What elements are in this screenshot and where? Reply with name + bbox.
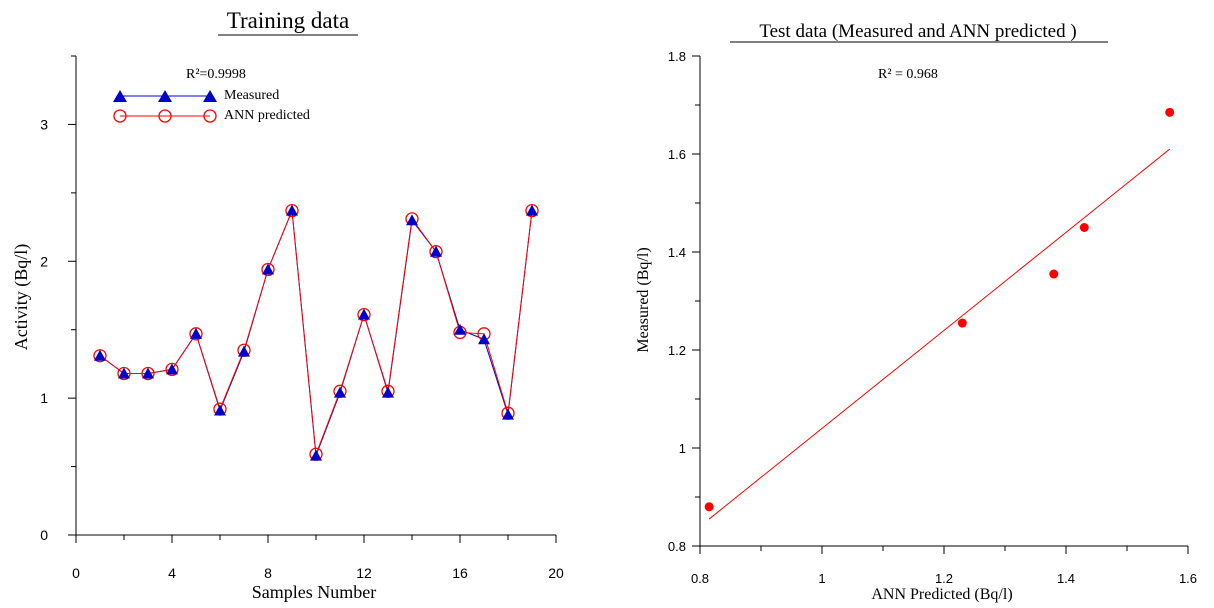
- ann-predicted-series-line: [99, 210, 533, 455]
- x-tick-label: 16: [452, 565, 468, 581]
- y-tick-label: 2: [40, 253, 48, 269]
- measured-point: [190, 327, 202, 339]
- test-chart-r-squared: R² = 0.968: [878, 67, 938, 82]
- y-tick-label: 1.8: [668, 49, 686, 64]
- y-tick-label: 1.2: [668, 343, 686, 358]
- x-tick-label: 12: [356, 565, 372, 581]
- y-tick-label: 1: [40, 390, 48, 406]
- x-tick-label: 1.2: [935, 571, 953, 586]
- y-tick-label: 1: [679, 441, 686, 456]
- x-tick-label: 0: [72, 565, 80, 581]
- test-data-point: [1079, 223, 1089, 232]
- legend-measured-marker: [113, 90, 127, 102]
- test-chart-y-axis-label: Measured (Bq/l): [635, 247, 652, 352]
- test-chart-points: [704, 107, 1175, 512]
- measured-point: [214, 404, 226, 416]
- x-tick-label: 1: [818, 571, 825, 586]
- training-chart-x-axis-label: Samples Number: [252, 582, 376, 602]
- legend-ann-marker: [113, 109, 127, 123]
- test-data-point: [1049, 269, 1059, 279]
- y-tick-label: 3: [40, 116, 48, 132]
- measured-point: [502, 408, 514, 420]
- measured-point: [478, 333, 490, 345]
- test-data-point: [1165, 107, 1175, 117]
- y-tick-label: 1.6: [668, 147, 686, 162]
- measured-point: [406, 214, 418, 226]
- y-tick-label: 1.4: [668, 245, 686, 260]
- x-tick-label: 0.8: [691, 571, 709, 586]
- x-tick-label: 1.6: [1179, 571, 1197, 586]
- test-chart-ticks: 0.8 1 1.2 1.4 1.6 0.8 1 1.2 1.4 1.6 1.8: [668, 49, 1197, 586]
- training-chart-y-axis-label: Activity (Bq/l): [11, 244, 32, 351]
- measured-point: [94, 349, 106, 361]
- measured-point: [286, 204, 298, 216]
- training-chart-title: Training data: [227, 8, 349, 33]
- training-chart-r-squared: R²=0.9998: [186, 67, 246, 82]
- measured-point: [166, 363, 178, 375]
- legend-ann-marker: [203, 109, 217, 123]
- measured-point: [334, 386, 346, 398]
- regression-line: [708, 148, 1171, 520]
- measured-point: [454, 323, 466, 335]
- training-chart-axes: [75, 56, 556, 536]
- measured-point: [358, 308, 370, 320]
- y-tick-label: 0: [40, 527, 48, 543]
- measured-point: [526, 204, 538, 216]
- test-chart: Test data (Measured and ANN predicted ) …: [635, 21, 1197, 603]
- legend-ann-label: ANN predicted: [224, 108, 310, 123]
- test-chart-x-axis-label: ANN Predicted (Bq/l): [871, 586, 1012, 603]
- x-tick-label: 1.4: [1057, 571, 1075, 586]
- test-chart-title: Test data (Measured and ANN predicted ): [759, 21, 1076, 42]
- legend-ann-marker: [158, 109, 172, 123]
- training-chart-series: [93, 203, 539, 461]
- x-tick-label: 4: [168, 565, 176, 581]
- legend-measured-marker: [158, 90, 172, 102]
- training-chart-legend: Measured ANN predicted: [113, 88, 310, 123]
- y-tick-label: 0.8: [668, 539, 686, 554]
- test-chart-axes: [699, 56, 1188, 547]
- measured-point: [142, 367, 154, 379]
- x-tick-label: 8: [264, 565, 272, 581]
- measured-point: [262, 263, 274, 275]
- legend-measured-label: Measured: [224, 88, 279, 103]
- measured-point: [430, 245, 442, 257]
- measured-point: [118, 367, 130, 379]
- x-tick-label: 20: [548, 565, 564, 581]
- test-data-point: [957, 318, 967, 328]
- measured-point: [382, 386, 394, 398]
- legend-measured-marker: [203, 90, 217, 102]
- test-data-point: [704, 502, 714, 512]
- measured-point: [310, 449, 322, 461]
- test-chart-fit-line: [708, 148, 1171, 520]
- measured-point: [238, 345, 250, 357]
